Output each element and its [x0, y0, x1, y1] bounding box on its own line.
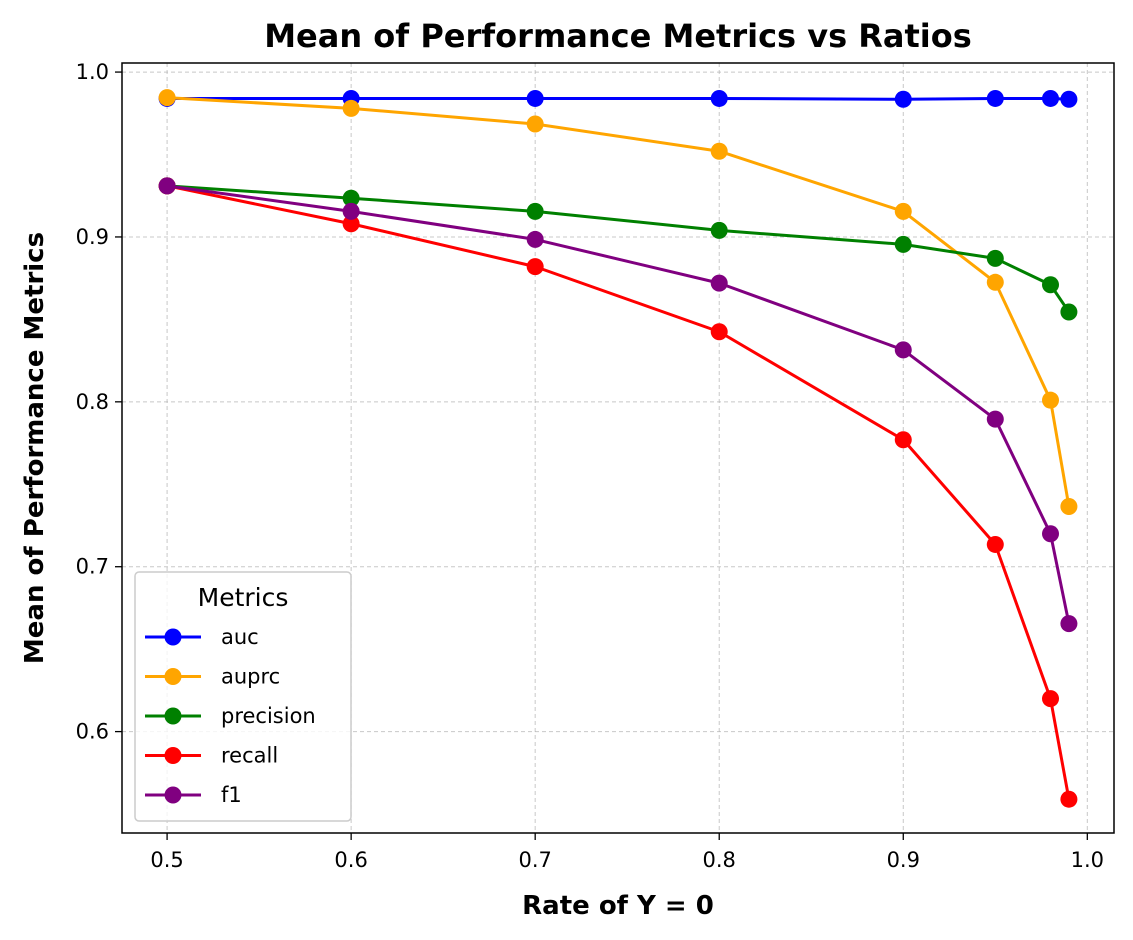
- data-point-precision: [342, 189, 360, 207]
- data-point-auprc: [1060, 498, 1078, 516]
- data-point-auprc: [894, 202, 912, 220]
- plot-frame: [121, 62, 1115, 834]
- legend-marker-auc: [164, 628, 182, 646]
- data-point-auc: [526, 89, 544, 107]
- data-point-f1: [1060, 615, 1078, 633]
- legend-label-auc: auc: [221, 625, 259, 649]
- axis-ticks: 0.5 0.6 0.7 0.8 0.9 1.0 0.6 0.7 0.8 0.9 1.0: [76, 60, 1104, 872]
- y-tick-label: 0.9: [76, 225, 109, 249]
- data-point-auc: [894, 90, 912, 108]
- legend-item-precision: precision: [145, 704, 316, 728]
- legend-marker-f1: [164, 786, 182, 804]
- data-point-f1: [986, 410, 1004, 428]
- y-tick-label: 1.0: [76, 60, 109, 84]
- legend-box: [134, 571, 352, 822]
- data-point-f1: [894, 341, 912, 359]
- data-point-auprc: [526, 115, 544, 133]
- series-f1: [158, 177, 1078, 633]
- data-point-f1: [158, 177, 176, 195]
- data-point-precision: [1060, 303, 1078, 321]
- legend-item-recall: recall: [145, 744, 278, 768]
- data-point-recall: [894, 431, 912, 449]
- series-line-recall: [166, 184, 1071, 800]
- data-point-auc: [986, 89, 1004, 107]
- data-point-recall: [526, 258, 544, 276]
- x-tick-label: 1.0: [1071, 848, 1104, 872]
- series-precision: [158, 177, 1078, 321]
- legend-item-f1: f1: [145, 783, 242, 807]
- chart-title: Mean of Performance Metrics vs Ratios: [264, 17, 972, 55]
- series-auc: [158, 89, 1078, 108]
- legend-label-auprc: auprc: [221, 665, 280, 689]
- data-point-auc: [1042, 89, 1060, 107]
- series-auprc: [158, 89, 1078, 516]
- series-line-precision: [166, 184, 1071, 313]
- legend-label-precision: precision: [221, 704, 316, 728]
- data-point-f1: [342, 202, 360, 220]
- data-point-auprc: [986, 273, 1004, 291]
- data-point-precision: [710, 221, 728, 239]
- legend: Metrics auc auprc precision recall f1: [134, 571, 352, 822]
- data-point-f1: [710, 274, 728, 292]
- data-point-auc: [710, 89, 728, 107]
- x-tick-label: 0.8: [703, 848, 736, 872]
- y-tick-label: 0.8: [76, 390, 109, 414]
- data-point-recall: [1042, 690, 1060, 708]
- data-point-recall: [342, 215, 360, 233]
- data-point-precision: [894, 235, 912, 253]
- legend-label-f1: f1: [221, 783, 242, 807]
- data-point-recall: [986, 535, 1004, 553]
- x-tick-label: 0.6: [334, 848, 367, 872]
- legend-item-auc: auc: [145, 625, 259, 649]
- x-axis-label: Rate of Y = 0: [522, 891, 714, 921]
- x-tick-label: 0.5: [150, 848, 183, 872]
- data-point-recall: [710, 323, 728, 341]
- data-point-auc: [1060, 90, 1078, 108]
- legend-title: Metrics: [198, 583, 289, 612]
- y-tick-label: 0.7: [76, 555, 109, 579]
- data-point-recall: [1060, 790, 1078, 808]
- legend-marker-auprc: [164, 668, 182, 685]
- series-line-auc: [167, 96, 1069, 101]
- y-axis-label: Mean of Performance Metrics: [20, 232, 50, 664]
- data-point-precision: [526, 202, 544, 220]
- series-line-auprc: [167, 96, 1071, 507]
- data-point-f1: [1042, 525, 1060, 543]
- data-point-auprc: [1042, 391, 1060, 409]
- x-tick-label: 0.7: [518, 848, 551, 872]
- x-tick-label: 0.9: [887, 848, 920, 872]
- data-point-precision: [986, 249, 1004, 267]
- legend-items: auc auprc precision recall f1: [145, 625, 316, 807]
- legend-marker-precision: [164, 707, 182, 725]
- data-point-auprc: [342, 99, 360, 117]
- legend-label-recall: recall: [221, 744, 278, 768]
- data-point-precision: [1042, 276, 1060, 294]
- y-tick-label: 0.6: [76, 720, 109, 744]
- data-point-auprc: [158, 89, 176, 107]
- data-point-auprc: [710, 142, 728, 160]
- series-layer: [158, 89, 1078, 808]
- legend-marker-recall: [164, 747, 182, 764]
- data-point-f1: [526, 230, 544, 248]
- legend-item-auprc: auprc: [145, 665, 280, 689]
- series-line-f1: [166, 184, 1071, 624]
